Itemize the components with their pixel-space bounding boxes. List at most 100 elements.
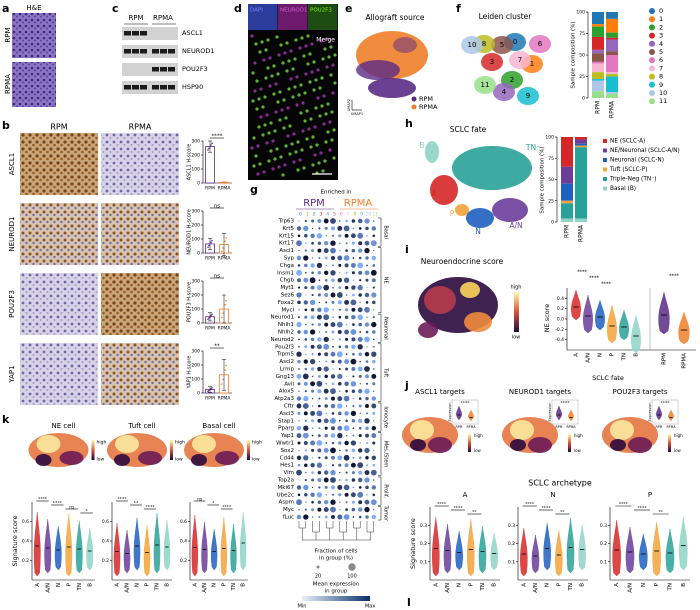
y-tick-label: 0.1 (600, 559, 607, 565)
cell (312, 88, 316, 92)
dot (364, 247, 370, 254)
x-tick-label: A/N (628, 583, 634, 593)
gene-label: Yap1 (280, 433, 294, 439)
dot (318, 375, 321, 378)
violin (678, 311, 690, 345)
dot (324, 485, 328, 489)
dot (330, 417, 336, 424)
dot (310, 285, 315, 290)
dot (298, 368, 300, 370)
dot (323, 284, 330, 291)
dot (346, 375, 348, 377)
dot (325, 464, 327, 466)
cell (294, 38, 298, 42)
dot (311, 219, 315, 223)
dot (317, 307, 322, 313)
stack-segment (606, 91, 618, 94)
cell (326, 102, 330, 106)
x-tick-label: A (35, 583, 41, 587)
dot (311, 405, 314, 407)
legend-marker (411, 104, 417, 110)
dot (351, 219, 356, 223)
cell (276, 100, 280, 104)
dot (330, 477, 336, 483)
dot (357, 307, 363, 313)
stack-segment (592, 63, 604, 73)
dot (317, 248, 322, 253)
cell (323, 47, 327, 51)
dot (338, 463, 342, 467)
dot (298, 308, 300, 311)
y-tick-label: 0.1 (508, 559, 515, 565)
dot (298, 420, 300, 422)
point (208, 147, 210, 150)
cell (251, 99, 255, 103)
gene-label: Mki67 (278, 485, 295, 491)
dot (304, 463, 308, 467)
cell (282, 98, 286, 102)
stack-segment (592, 49, 604, 54)
dot (297, 411, 301, 415)
gene-label: Chga (280, 263, 294, 269)
cluster-label: 8 (482, 40, 486, 48)
cell (284, 144, 288, 148)
significance: **** (146, 505, 156, 511)
cell (318, 114, 322, 118)
y-tick-label: 0 (197, 391, 200, 397)
cell (277, 165, 281, 169)
cell (319, 39, 323, 43)
dot (338, 345, 342, 349)
dot (352, 227, 355, 230)
legend-label: 9 (659, 81, 663, 89)
dot (358, 404, 362, 408)
significance: ** (472, 510, 477, 516)
y-tick-label: 100 (191, 167, 200, 173)
violin (556, 405, 562, 421)
cell (262, 170, 266, 174)
dot (339, 272, 341, 274)
cell (320, 76, 324, 80)
dot (352, 397, 355, 400)
x-tick-label: RPMA (566, 425, 576, 429)
legend-label: 10 (659, 89, 667, 97)
channel-image (278, 4, 308, 30)
significance: **** (661, 401, 671, 407)
cell (250, 34, 254, 38)
bracket (378, 217, 382, 247)
y-tick-label: 0.2 (420, 541, 427, 547)
x-tick-label: B (492, 583, 498, 587)
dot (303, 455, 309, 461)
point (225, 237, 227, 239)
dot (373, 509, 375, 511)
cell (260, 40, 264, 44)
x-tick-label: RPMA (218, 186, 232, 192)
violin (211, 528, 218, 571)
stack-segment (606, 93, 618, 98)
dot (324, 404, 328, 408)
cell (318, 86, 322, 90)
point (208, 317, 210, 319)
cell (328, 120, 332, 124)
significance: ns (214, 204, 220, 210)
dot (357, 388, 363, 394)
dot (351, 500, 355, 504)
cell (299, 111, 303, 115)
y-axis-label: ASCL1 H-score (187, 144, 193, 181)
stack-segment (592, 72, 604, 80)
stack-segment (606, 12, 618, 19)
dot (298, 509, 300, 511)
dot (323, 470, 329, 475)
cluster-label: 10 (366, 212, 372, 218)
cell (285, 69, 289, 73)
gene-label: Chgb (280, 278, 295, 284)
dot (357, 218, 363, 224)
image (101, 133, 179, 195)
dot (310, 440, 316, 446)
y-tick-label: 0.4 (102, 539, 109, 545)
gene-label: Syp (284, 256, 295, 262)
gene-label: Top2a (277, 478, 294, 484)
dot (359, 360, 362, 363)
dot (304, 501, 307, 504)
dot (338, 493, 342, 497)
x-tick-label: P (610, 352, 616, 356)
